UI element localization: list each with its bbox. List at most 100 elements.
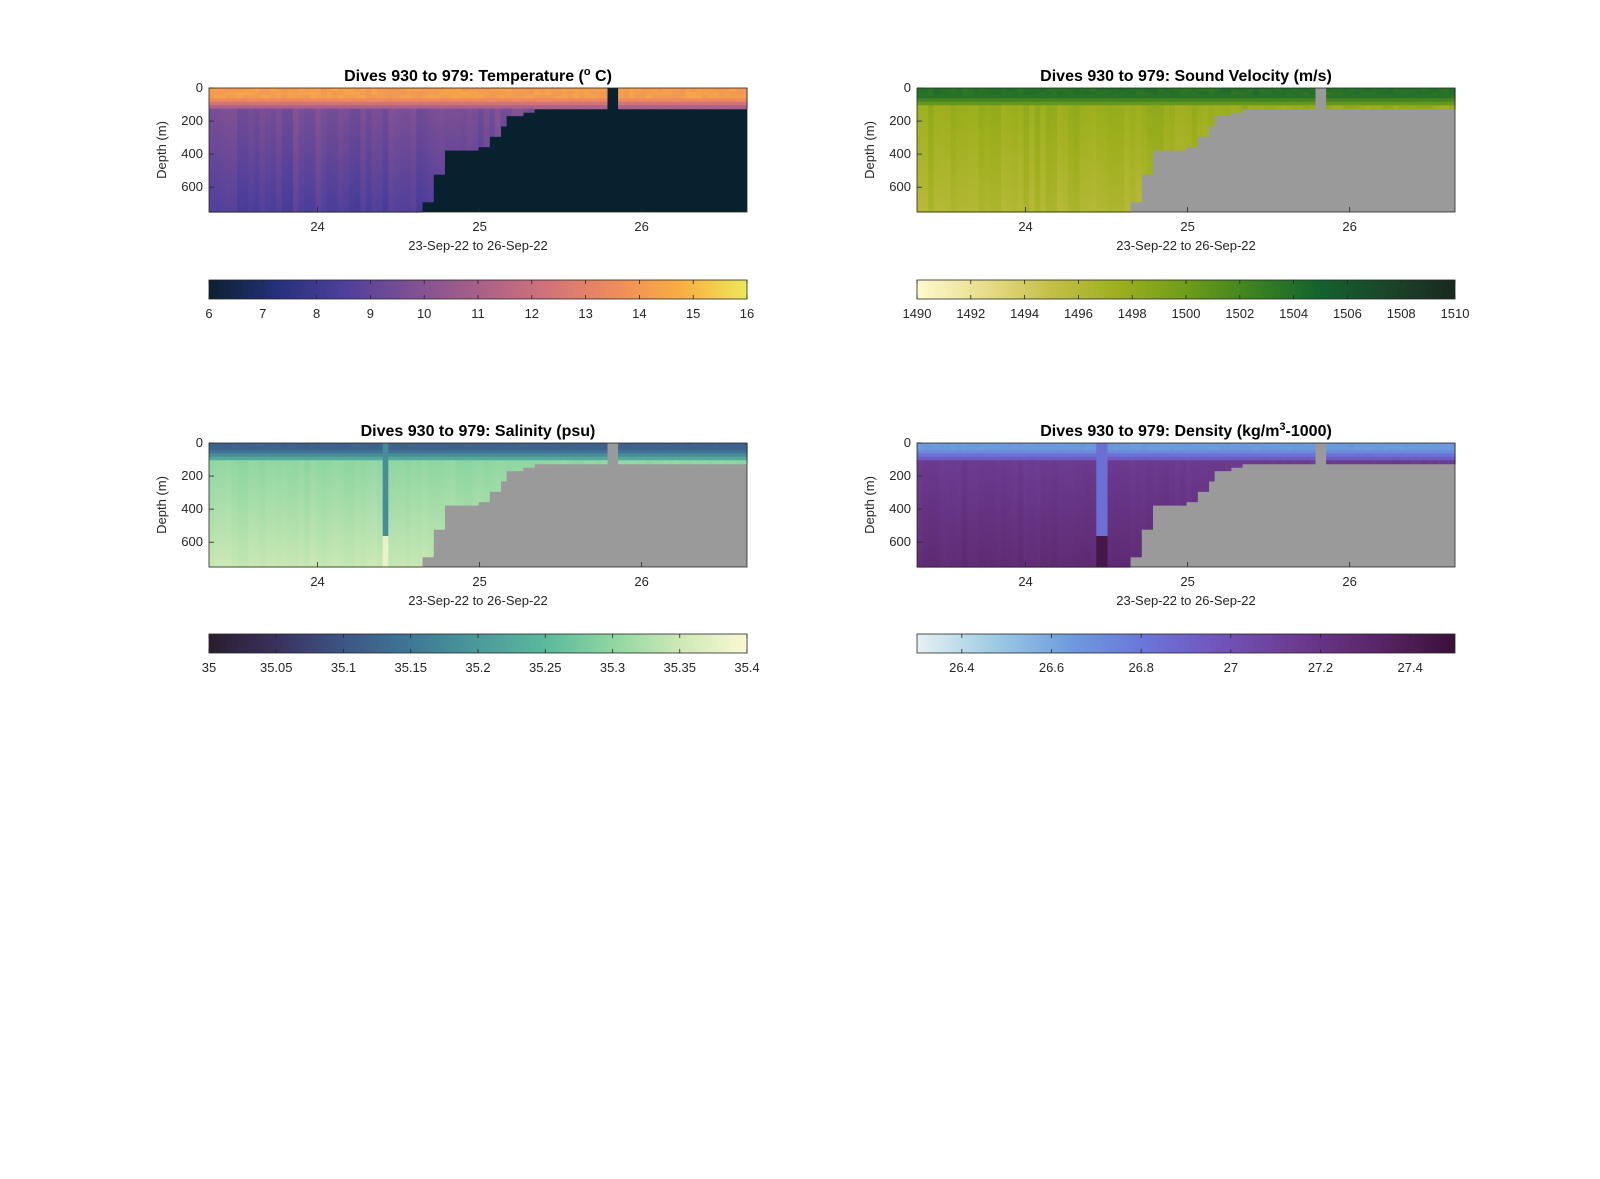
heatmap-cell: [371, 119, 378, 124]
heatmap-cell: [321, 143, 328, 148]
heatmap-cell: [1101, 177, 1109, 182]
heatmap-cell: [1068, 163, 1075, 168]
heatmap-cell: [281, 487, 289, 492]
heatmap-cell: [214, 443, 221, 448]
heatmap-cell: [1012, 119, 1019, 124]
heatmap-cell: [304, 522, 311, 527]
heatmap-cell: [354, 443, 361, 448]
heatmap-cell: [399, 136, 406, 141]
heatmap-cell: [231, 129, 238, 134]
heatmap-cell: [343, 167, 350, 172]
heatmap-cell: [1113, 125, 1120, 130]
heatmap-cell: [517, 88, 524, 93]
heatmap-cell: [231, 556, 238, 561]
heatmap-cell: [365, 511, 373, 516]
heatmap-cell: [1045, 163, 1053, 168]
heatmap-cell: [1258, 94, 1266, 99]
heatmap-cell: [259, 184, 266, 189]
heatmap-cell: [349, 205, 356, 210]
heatmap-cell: [1101, 156, 1109, 161]
heatmap-cell: [209, 174, 216, 179]
heatmap-cell: [265, 191, 272, 196]
heatmap-cell: [1101, 139, 1109, 144]
heatmap-cell: [231, 518, 238, 523]
heatmap-cell: [276, 125, 283, 130]
heatmap-cell: [449, 136, 457, 141]
heatmap-cell: [298, 177, 305, 182]
heatmap-cell: [332, 498, 339, 503]
heatmap-cell: [1096, 91, 1103, 96]
heatmap-cell: [371, 122, 378, 127]
heatmap-cell: [242, 150, 249, 155]
heatmap-cell: [984, 88, 991, 93]
heatmap-cell: [1085, 167, 1092, 172]
heatmap-cell: [741, 101, 748, 106]
heatmap-cell: [1141, 122, 1148, 127]
heatmap-cell: [349, 88, 356, 93]
heatmap-cell: [276, 205, 283, 210]
heatmap-cell: [472, 136, 479, 141]
heatmap-cell: [371, 153, 378, 158]
heatmap-cell: [427, 88, 434, 93]
heatmap-cell: [343, 491, 350, 496]
heatmap-cell: [973, 125, 980, 130]
heatmap-cell: [1045, 167, 1053, 172]
heatmap-cell: [950, 167, 957, 172]
heatmap-cell: [1073, 177, 1081, 182]
heatmap-cell: [978, 184, 985, 189]
heatmap-cell: [427, 112, 434, 117]
heatmap-cell: [209, 125, 216, 130]
heatmap-cell: [231, 112, 238, 117]
heatmap-cell: [315, 181, 322, 186]
heatmap-cell: [1286, 101, 1294, 106]
heatmap-cell: [343, 453, 350, 458]
heatmap-cell: [945, 101, 952, 106]
heatmap-cell: [494, 101, 502, 106]
heatmap-cell: [371, 187, 378, 192]
heatmap-cell: [298, 139, 305, 144]
heatmap-cell: [231, 536, 238, 541]
heatmap-cell: [427, 98, 434, 103]
heatmap-cell: [657, 94, 664, 99]
heatmap-cell: [1023, 201, 1030, 206]
heatmap-cell: [298, 122, 305, 127]
heatmap-cell: [332, 460, 339, 465]
heatmap-cell: [922, 198, 929, 203]
heatmap-cell: [623, 105, 630, 110]
heatmap-cell: [405, 115, 412, 120]
heatmap-cell: [270, 505, 277, 510]
heatmap-cell: [978, 198, 985, 203]
heatmap-cell: [220, 484, 227, 489]
heatmap-cell: [265, 136, 272, 141]
heatmap-cell: [444, 94, 451, 99]
heatmap-cell: [315, 150, 322, 155]
heatmap-cell: [718, 101, 726, 106]
heatmap-cell: [388, 139, 395, 144]
heatmap-cell: [293, 532, 300, 537]
heatmap-cell: [1225, 101, 1232, 106]
heatmap-cell: [270, 163, 277, 168]
heatmap-cell: [933, 205, 941, 210]
heatmap-cell: [1426, 91, 1434, 96]
heatmap-cell: [1281, 91, 1288, 96]
heatmap-cell: [1040, 170, 1047, 175]
heatmap-cell: [377, 122, 384, 127]
heatmap-cell: [956, 150, 963, 155]
heatmap-cell: [922, 112, 929, 117]
heatmap-cell: [984, 156, 991, 161]
heatmap-cell: [253, 174, 261, 179]
heatmap-cell: [270, 88, 277, 93]
heatmap-cell: [1079, 143, 1086, 148]
heatmap-cell: [287, 536, 294, 541]
heatmap-cell: [939, 105, 946, 110]
heatmap-cell: [371, 160, 378, 165]
heatmap-cell: [242, 191, 249, 196]
heatmap-cell: [214, 177, 221, 182]
heatmap-cell: [1107, 163, 1114, 168]
heatmap-cell: [304, 167, 311, 172]
heatmap-cell: [556, 98, 563, 103]
heatmap-cell: [1354, 94, 1361, 99]
heatmap-cell: [433, 91, 440, 96]
heatmap-cell: [950, 205, 957, 210]
heatmap-cell: [276, 184, 283, 189]
